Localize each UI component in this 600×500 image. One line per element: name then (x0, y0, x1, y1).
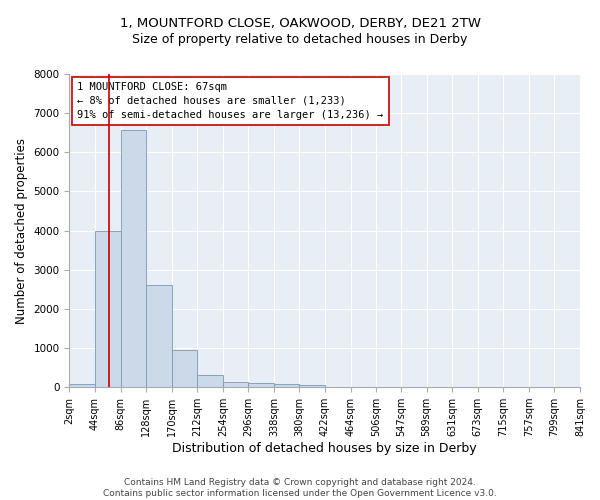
Bar (197, 376, 223, 387)
Bar (299, 386, 325, 387)
Bar (146, 284, 172, 387)
Bar (248, 384, 274, 387)
X-axis label: Distribution of detached houses by size in Derby: Distribution of detached houses by size … (172, 442, 477, 455)
Text: 1 MOUNTFORD CLOSE: 67sqm
← 8% of detached houses are smaller (1,233)
91% of semi: 1 MOUNTFORD CLOSE: 67sqm ← 8% of detache… (77, 82, 383, 120)
Text: Size of property relative to detached houses in Derby: Size of property relative to detached ho… (133, 32, 467, 46)
Bar (70, 384, 95, 387)
Bar (172, 350, 197, 387)
Bar (121, 130, 146, 387)
Text: Contains HM Land Registry data © Crown copyright and database right 2024.
Contai: Contains HM Land Registry data © Crown c… (103, 478, 497, 498)
Y-axis label: Number of detached properties: Number of detached properties (15, 138, 28, 324)
Bar (274, 384, 299, 387)
Text: 1, MOUNTFORD CLOSE, OAKWOOD, DERBY, DE21 2TW: 1, MOUNTFORD CLOSE, OAKWOOD, DERBY, DE21… (119, 18, 481, 30)
Bar (223, 382, 248, 387)
Bar (95, 232, 121, 387)
